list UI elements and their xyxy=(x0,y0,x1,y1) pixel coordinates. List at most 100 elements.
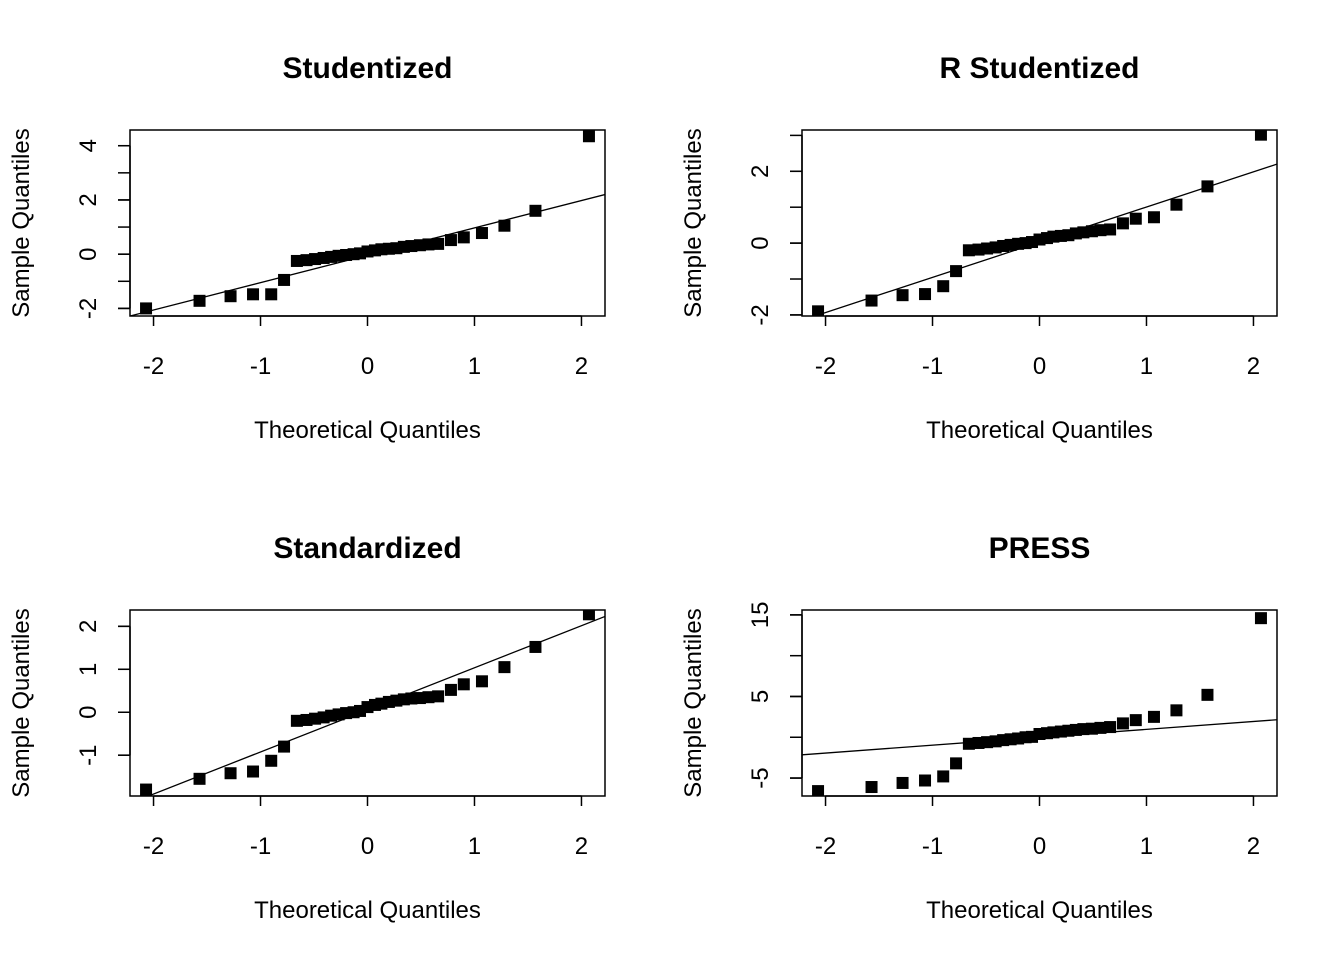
x-tick-label: -2 xyxy=(143,353,164,380)
x-tick-label: 1 xyxy=(1140,833,1153,860)
data-point xyxy=(457,678,470,691)
y-tick-label: 2 xyxy=(75,193,102,206)
data-point xyxy=(475,675,488,688)
data-point xyxy=(224,290,237,303)
plot-frame xyxy=(801,129,1278,317)
data-point xyxy=(265,288,278,301)
data-point xyxy=(444,234,457,247)
data-point xyxy=(529,640,542,653)
data-point xyxy=(919,288,932,301)
y-tick-label: 5 xyxy=(747,690,774,703)
data-point xyxy=(812,305,825,316)
data-point xyxy=(1254,612,1267,625)
panel-r-studentized: R Studentized Theoretical Quantiles Sample… xyxy=(680,52,1278,444)
data-point xyxy=(529,204,542,217)
data-point xyxy=(498,661,511,674)
data-point xyxy=(1104,721,1117,734)
data-point xyxy=(444,683,457,696)
data-point xyxy=(422,238,435,251)
data-point xyxy=(290,254,303,267)
y-tick-label: 0 xyxy=(747,236,774,249)
x-tick-label: 2 xyxy=(1247,353,1260,380)
x-tick-label: -2 xyxy=(143,833,164,860)
data-point xyxy=(865,781,878,794)
x-tick-label: 1 xyxy=(468,833,481,860)
data-point xyxy=(1201,180,1214,193)
data-point xyxy=(422,691,435,704)
x-tick-label: 0 xyxy=(1033,833,1046,860)
data-point xyxy=(1094,224,1107,237)
x-tick-label: 0 xyxy=(361,833,374,860)
data-point xyxy=(1012,237,1025,250)
y-tick-label: 4 xyxy=(75,139,102,152)
data-point xyxy=(1104,223,1117,236)
data-point xyxy=(582,610,595,621)
x-tick-label: -2 xyxy=(815,833,836,860)
x-tick-label: 0 xyxy=(1033,353,1046,380)
data-point xyxy=(896,289,909,302)
x-axis-label: Theoretical Quantiles xyxy=(254,417,481,444)
data-point xyxy=(937,280,950,293)
data-point xyxy=(1116,217,1129,230)
y-tick-label: 0 xyxy=(75,706,102,719)
data-point xyxy=(247,765,260,778)
y-tick-label: 0 xyxy=(75,248,102,261)
x-tick-label: -1 xyxy=(922,353,943,380)
chart-title: PRESS xyxy=(989,532,1091,565)
data-point xyxy=(1201,688,1214,701)
y-tick-label: -5 xyxy=(747,767,774,788)
data-point xyxy=(1147,211,1160,224)
y-tick-label: 1 xyxy=(75,663,102,676)
y-tick-label: 15 xyxy=(747,602,774,629)
data-point xyxy=(247,288,260,301)
data-point xyxy=(1147,710,1160,723)
x-tick-label: -2 xyxy=(815,353,836,380)
data-point xyxy=(812,785,825,796)
data-point xyxy=(865,294,878,307)
x-axis-label: Theoretical Quantiles xyxy=(254,897,481,924)
x-tick-label: -1 xyxy=(250,353,271,380)
data-point xyxy=(950,265,963,278)
data-point xyxy=(290,714,303,727)
data-point xyxy=(265,754,278,767)
data-point xyxy=(1116,717,1129,730)
data-point xyxy=(193,294,206,307)
panel-standardized: Standardized Theoretical Quantiles Sample … xyxy=(8,532,606,924)
x-axis-label: Theoretical Quantiles xyxy=(926,417,1153,444)
data-point xyxy=(1170,704,1183,717)
data-point xyxy=(919,774,932,787)
y-tick-label: -2 xyxy=(747,304,774,325)
data-point xyxy=(432,690,445,703)
data-point xyxy=(1019,731,1032,744)
x-tick-label: 1 xyxy=(1140,353,1153,380)
data-point xyxy=(582,130,595,143)
y-axis-label: Sample Quantiles xyxy=(680,608,707,797)
data-point xyxy=(278,740,291,753)
data-point xyxy=(193,772,206,785)
data-point xyxy=(457,231,470,244)
data-point xyxy=(368,244,381,257)
data-point xyxy=(498,219,511,232)
data-point xyxy=(475,227,488,240)
data-point xyxy=(1129,212,1142,225)
x-tick-label: 1 xyxy=(468,353,481,380)
x-tick-label: 2 xyxy=(575,353,588,380)
data-point xyxy=(937,770,950,783)
data-point xyxy=(1012,732,1025,745)
x-tick-label: 2 xyxy=(1247,833,1260,860)
data-point xyxy=(224,767,237,780)
x-tick-label: -1 xyxy=(922,833,943,860)
data-point xyxy=(1170,198,1183,211)
data-point xyxy=(1019,237,1032,250)
chart-title: R Studentized xyxy=(940,52,1140,85)
data-point xyxy=(896,776,909,789)
chart-title: Studentized xyxy=(283,52,453,85)
y-tick-label: 2 xyxy=(747,165,774,178)
x-tick-label: 2 xyxy=(575,833,588,860)
data-point xyxy=(950,757,963,770)
data-point xyxy=(432,237,445,250)
plot-frame xyxy=(129,129,606,317)
x-axis-label: Theoretical Quantiles xyxy=(926,897,1153,924)
data-point xyxy=(300,254,313,267)
